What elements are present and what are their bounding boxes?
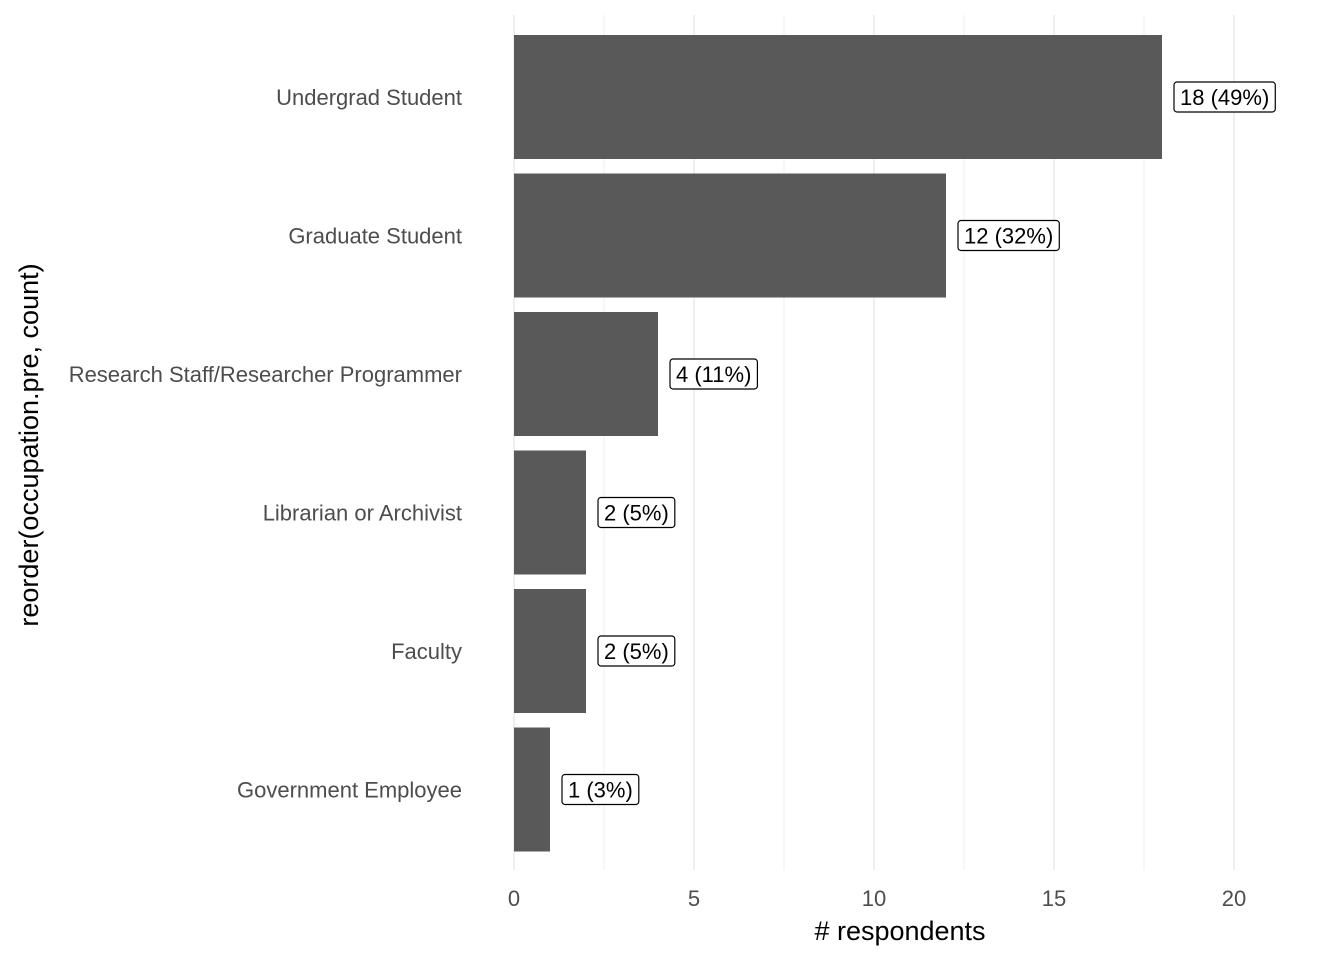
data-label: 12 (32%) (957, 219, 1060, 252)
data-label: 4 (11%) (669, 358, 759, 390)
bar (514, 450, 586, 575)
x-tick-label: 5 (688, 886, 700, 911)
bar (514, 589, 586, 713)
data-label-box (957, 219, 1060, 252)
data-label-text: 2 (5%) (604, 501, 669, 526)
x-tick-label: 15 (1042, 886, 1066, 911)
bar (514, 727, 550, 852)
data-label-box (561, 773, 640, 806)
data-label-box (597, 496, 676, 529)
x-tick-labels: 0 5 10 15 20 (508, 886, 1246, 911)
data-label-text: 18 (49%) (1180, 85, 1269, 110)
bar (514, 35, 1162, 159)
bars (514, 35, 1162, 852)
x-axis-title: # respondents (814, 916, 985, 946)
category-labels: Undergrad Student Graduate Student Researc… (69, 85, 462, 803)
data-label: 1 (3%) (561, 773, 640, 806)
data-label-box (1173, 81, 1276, 113)
data-label-text: 4 (11%) (676, 362, 751, 387)
data-label: 18 (49%) (1173, 81, 1276, 113)
data-label: 2 (5%) (597, 635, 676, 667)
category-label: Research Staff/Researcher Programmer (69, 362, 462, 387)
bar (514, 173, 946, 298)
bar (514, 312, 658, 436)
data-label-text: 2 (5%) (604, 639, 669, 664)
category-label: Undergrad Student (276, 85, 462, 110)
data-label-text: 1 (3%) (568, 778, 633, 803)
category-label: Government Employee (237, 778, 462, 803)
x-tick-label: 10 (862, 886, 886, 911)
data-labels: 18 (49%) 12 (32%) 4 (11%) 2 (5%) 2 (5%) 1 (3%… (561, 81, 1276, 806)
x-tick-label: 20 (1222, 886, 1246, 911)
category-label: Graduate Student (288, 224, 462, 249)
y-axis-title: reorder(occupation.pre, count) (14, 263, 44, 626)
data-label: 2 (5%) (597, 496, 676, 529)
data-label-box (597, 635, 676, 667)
category-label: Faculty (391, 639, 462, 664)
data-label-box (669, 358, 759, 390)
x-tick-label: 0 (508, 886, 520, 911)
category-label: Librarian or Archivist (263, 501, 462, 526)
data-label-text: 12 (32%) (964, 224, 1053, 249)
